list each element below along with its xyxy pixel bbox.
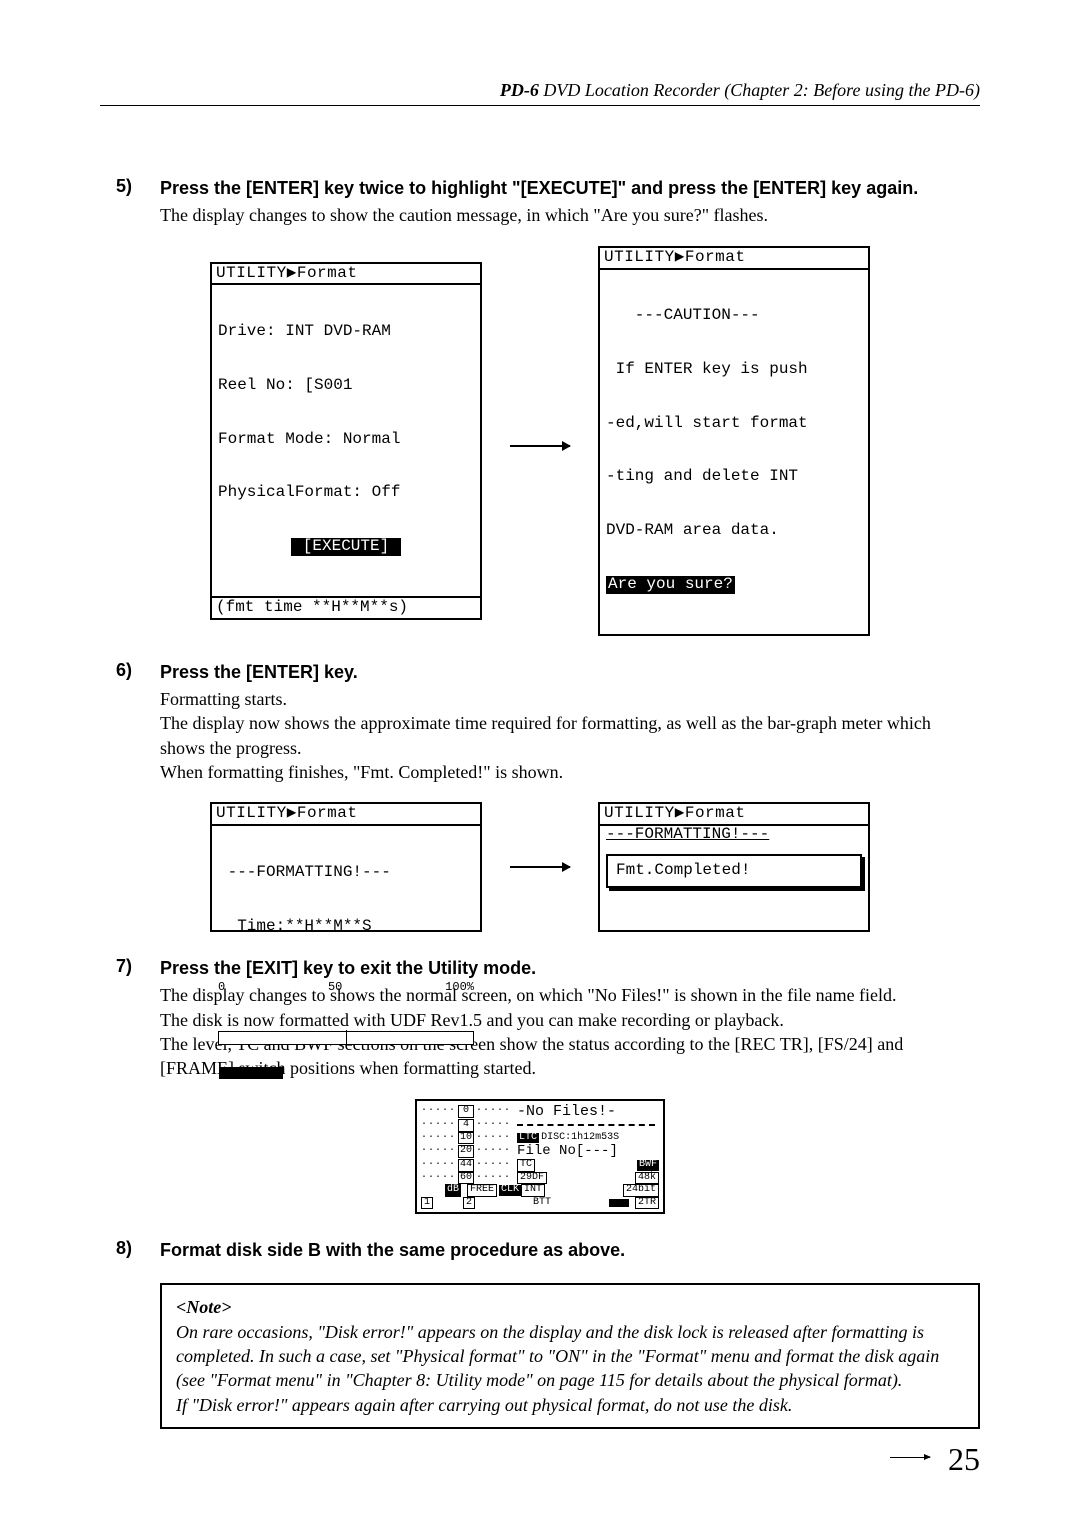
- arrow-icon: [510, 866, 570, 868]
- lcd-line: Format Mode: Normal: [218, 431, 474, 449]
- note-body: On rare occasions, "Disk error!" appears…: [176, 1320, 964, 1393]
- ltc-badge: LTC: [517, 1133, 539, 1144]
- dots: ·····: [421, 1173, 456, 1184]
- lcd-title: UTILITY▶Format: [600, 248, 868, 270]
- dots: ·····: [476, 1133, 511, 1144]
- step-text: The display now shows the approximate ti…: [160, 711, 980, 760]
- step-num: 5): [100, 176, 160, 228]
- page-arrow-icon: [890, 1457, 930, 1458]
- product-name: PD-6: [500, 80, 539, 100]
- dots: ·····: [421, 1160, 456, 1171]
- lcd-6a: UTILITY▶Format ---FORMATTING!--- Time:**…: [210, 802, 482, 932]
- completed-box: Fmt.Completed!: [606, 854, 862, 888]
- note-body: If "Disk error!" appears again after car…: [176, 1393, 964, 1417]
- lcd-line: ---CAUTION---: [606, 307, 862, 325]
- step-5: 5) Press the [ENTER] key twice to highli…: [100, 176, 980, 228]
- bwf-badge: BWF: [637, 1160, 659, 1171]
- lcd-6b: UTILITY▶Format ---FORMATTING!--- Fmt.Com…: [598, 802, 870, 932]
- bar-label: 50: [328, 981, 342, 994]
- dots: ·····: [476, 1160, 511, 1171]
- page-header: PD-6 DVD Location Recorder (Chapter 2: B…: [100, 80, 980, 106]
- meter-label: 10: [458, 1132, 474, 1145]
- lcd-title: UTILITY▶Format: [600, 804, 868, 826]
- header-rest: DVD Location Recorder (Chapter 2: Before…: [539, 80, 980, 100]
- lcd-line: Time:**H**M**S: [218, 918, 474, 936]
- dots: ·····: [476, 1120, 511, 1131]
- tc-box: TC: [517, 1159, 535, 1172]
- dots: ·····: [421, 1146, 456, 1157]
- no-files: -No Files!-: [511, 1104, 616, 1120]
- step-8: 8) Format disk side B with the same proc…: [100, 1238, 980, 1265]
- lcd-5b: UTILITY▶Format ---CAUTION--- If ENTER ke…: [598, 246, 870, 636]
- lcd-line: PhysicalFormat: Off: [218, 484, 474, 502]
- ch-box: 1: [421, 1197, 433, 1210]
- lcd-5a: UTILITY▶Format Drive: INT DVD-RAM Reel N…: [210, 262, 482, 620]
- step-text: When formatting finishes, "Fmt. Complete…: [160, 760, 980, 784]
- lcd-line: ---FORMATTING!---: [218, 864, 474, 882]
- lcd-sub: ---FORMATTING!---: [606, 825, 769, 843]
- dots: ·····: [476, 1173, 511, 1184]
- step-title: Format disk side B with the same procedu…: [160, 1238, 980, 1262]
- disc-time: DISC:1h12m53S: [539, 1133, 619, 1144]
- lcd-line: Drive: INT DVD-RAM: [218, 323, 474, 341]
- lcd-line: -ting and delete INT: [606, 468, 862, 486]
- lcd-line: If ENTER key is push: [606, 361, 862, 379]
- free-box: FREE: [467, 1184, 497, 1197]
- lcd-title: UTILITY▶Format: [212, 804, 480, 826]
- btt-label: BTT: [475, 1198, 609, 1209]
- batt-icon: [609, 1199, 629, 1207]
- step-title: Press the [ENTER] key twice to highlight…: [160, 176, 980, 200]
- meter-label: 20: [458, 1145, 474, 1158]
- step-num: 7): [100, 956, 160, 1080]
- file-no: File No[---]: [511, 1144, 618, 1159]
- step-num: 8): [100, 1238, 160, 1265]
- bar-label: 0: [218, 981, 225, 994]
- step-text: The display changes to show the caution …: [160, 203, 980, 227]
- dots: ·····: [421, 1133, 456, 1144]
- int-box: INT: [521, 1184, 545, 1197]
- bit-box: 24bit: [623, 1184, 659, 1197]
- step-6: 6) Press the [ENTER] key. Formatting sta…: [100, 660, 980, 784]
- bar-label: 100%: [445, 981, 474, 994]
- meter-label: 44: [458, 1159, 474, 1172]
- execute-highlight: [EXECUTE]: [291, 538, 401, 556]
- lcd-title: UTILITY▶Format: [212, 264, 480, 286]
- step-num: 6): [100, 660, 160, 784]
- are-you-sure: Are you sure?: [606, 576, 735, 594]
- dots: ·····: [476, 1146, 511, 1157]
- lcd-line: -ed,will start format: [606, 415, 862, 433]
- ch-box: 2: [463, 1197, 475, 1210]
- dots: ·····: [476, 1106, 511, 1117]
- lcd-line: Reel No: [S001: [218, 377, 474, 395]
- note-box: <Note> On rare occasions, "Disk error!" …: [160, 1283, 980, 1428]
- tc-val: 29DF: [517, 1172, 547, 1185]
- arrow-icon: [510, 445, 570, 447]
- khz-box: 48k: [635, 1172, 659, 1185]
- dash-line: [517, 1124, 655, 1126]
- page-number: 25: [948, 1441, 980, 1478]
- step-title: Press the [ENTER] key.: [160, 660, 980, 684]
- step-text: Formatting starts.: [160, 687, 980, 711]
- lcd-footer: (fmt time **H**M**s): [212, 596, 480, 618]
- db-badge: dB: [445, 1184, 461, 1197]
- lcd-line: DVD-RAM area data.: [606, 522, 862, 540]
- lcd-pair-5: UTILITY▶Format Drive: INT DVD-RAM Reel N…: [100, 246, 980, 636]
- progress-bar: [219, 1067, 283, 1079]
- lcd-pair-6: UTILITY▶Format ---FORMATTING!--- Time:**…: [100, 802, 980, 932]
- meter-label: 60: [458, 1172, 474, 1185]
- clk-badge: CLK: [499, 1185, 521, 1196]
- note-title: <Note>: [176, 1295, 964, 1319]
- tr-box: 2TR: [635, 1197, 659, 1210]
